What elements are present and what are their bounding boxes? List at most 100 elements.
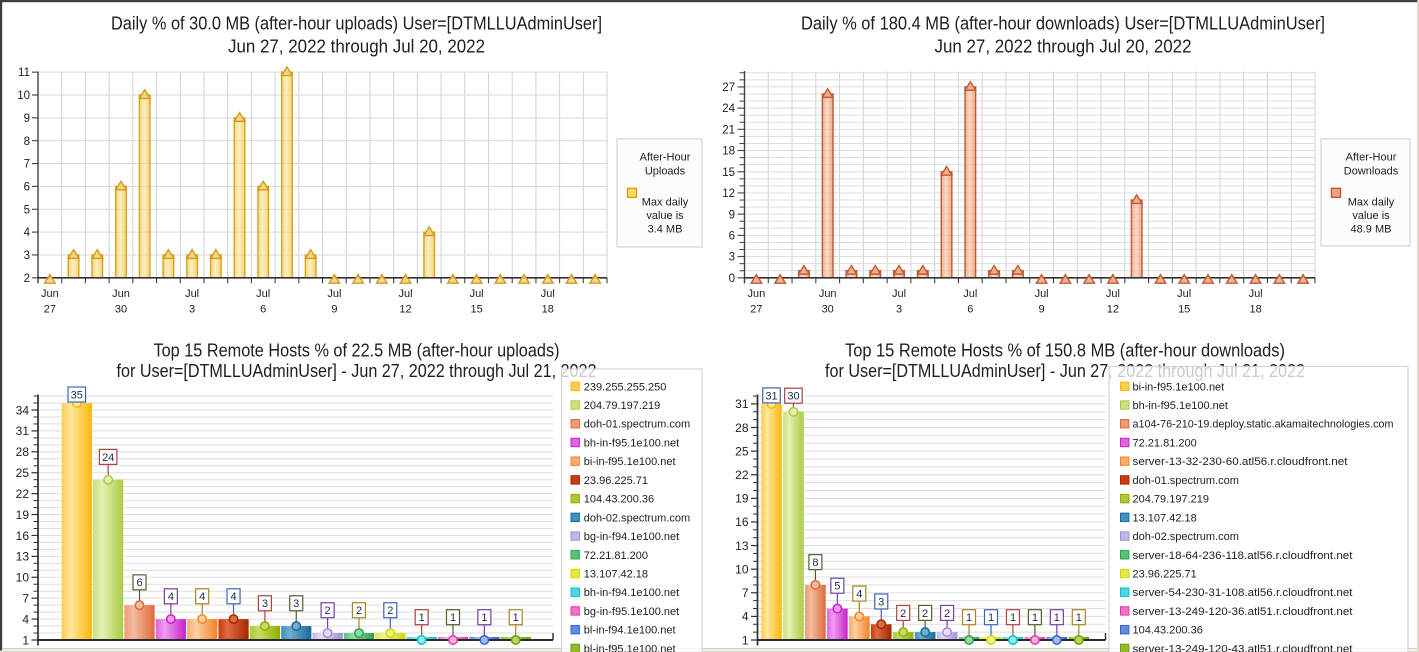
svg-text:23.96.225.71: 23.96.225.71 xyxy=(584,475,648,487)
svg-text:3: 3 xyxy=(293,598,299,610)
svg-text:Daily % of 30.0 MB (after-hour: Daily % of 30.0 MB (after-hour uploads) … xyxy=(111,13,602,33)
svg-text:4: 4 xyxy=(742,610,749,624)
svg-text:5: 5 xyxy=(24,204,30,216)
svg-text:204.79.197.219: 204.79.197.219 xyxy=(584,400,660,412)
svg-text:a104-76-210-19.deploy.static.a: a104-76-210-19.deploy.static.akamaitechn… xyxy=(1133,419,1394,431)
svg-text:4: 4 xyxy=(22,612,29,626)
svg-text:7: 7 xyxy=(22,592,29,606)
svg-text:13: 13 xyxy=(735,539,749,553)
svg-text:Jun: Jun xyxy=(112,288,130,300)
svg-text:bh-in-f94.1e100.net: bh-in-f94.1e100.net xyxy=(584,587,679,599)
svg-text:27: 27 xyxy=(44,303,56,315)
svg-text:28: 28 xyxy=(16,445,30,459)
svg-text:bi-in-f95.1e100.net: bi-in-f95.1e100.net xyxy=(584,456,676,468)
svg-text:Jul: Jul xyxy=(1177,288,1191,300)
svg-text:Daily % of 180.4 MB (after-hou: Daily % of 180.4 MB (after-hour download… xyxy=(801,13,1325,33)
svg-text:for User=[DTMLLUAdminUser] - J: for User=[DTMLLUAdminUser] - Jun 27, 202… xyxy=(117,361,597,381)
svg-text:6: 6 xyxy=(967,303,973,315)
svg-text:31: 31 xyxy=(16,424,30,438)
svg-text:30: 30 xyxy=(115,303,127,315)
svg-text:server-13-249-120-43.atl51.r.c: server-13-249-120-43.atl51.r.cloudfront.… xyxy=(1133,643,1353,652)
svg-text:Jul: Jul xyxy=(256,288,270,300)
svg-text:10: 10 xyxy=(17,90,30,102)
svg-text:bg-in-f94.1e100.net: bg-in-f94.1e100.net xyxy=(584,531,679,543)
svg-text:15: 15 xyxy=(470,303,482,315)
svg-text:1: 1 xyxy=(22,633,29,647)
svg-text:16: 16 xyxy=(735,515,749,529)
svg-text:bl-in-f94.1e100.net: bl-in-f94.1e100.net xyxy=(584,625,676,637)
svg-text:19: 19 xyxy=(16,508,30,522)
svg-text:9: 9 xyxy=(729,209,735,221)
svg-text:10: 10 xyxy=(16,571,30,585)
svg-text:Jul: Jul xyxy=(1106,288,1120,300)
svg-text:72.21.81.200: 72.21.81.200 xyxy=(584,550,648,562)
svg-text:239.255.255.250: 239.255.255.250 xyxy=(584,381,667,393)
svg-text:30: 30 xyxy=(787,391,799,403)
svg-text:value is: value is xyxy=(1352,210,1390,222)
svg-text:24: 24 xyxy=(722,103,735,115)
svg-text:6: 6 xyxy=(260,303,266,315)
svg-text:Jun: Jun xyxy=(41,288,59,300)
svg-text:1: 1 xyxy=(481,612,487,624)
svg-text:12: 12 xyxy=(722,188,735,200)
svg-text:6: 6 xyxy=(136,577,142,589)
svg-text:27: 27 xyxy=(722,82,735,94)
svg-text:0: 0 xyxy=(729,273,735,285)
svg-text:After-Hour: After-Hour xyxy=(640,152,691,164)
svg-text:2: 2 xyxy=(900,608,906,620)
svg-text:9: 9 xyxy=(24,113,30,125)
svg-text:35: 35 xyxy=(71,389,83,401)
svg-text:3: 3 xyxy=(896,303,902,315)
svg-text:11: 11 xyxy=(18,67,30,79)
svg-text:Uploads: Uploads xyxy=(645,166,686,178)
svg-text:Jul: Jul xyxy=(327,288,341,300)
svg-text:21: 21 xyxy=(722,124,735,136)
svg-text:4: 4 xyxy=(231,591,237,603)
svg-text:Downloads: Downloads xyxy=(1344,166,1399,178)
svg-text:7: 7 xyxy=(742,586,749,600)
svg-text:15: 15 xyxy=(722,167,735,179)
svg-text:7: 7 xyxy=(24,159,30,171)
svg-text:1: 1 xyxy=(1032,612,1038,624)
svg-text:18: 18 xyxy=(542,303,554,315)
svg-text:After-Hour: After-Hour xyxy=(1346,152,1397,164)
svg-text:12: 12 xyxy=(1107,303,1119,315)
svg-text:4: 4 xyxy=(856,589,862,601)
svg-text:2: 2 xyxy=(24,273,30,285)
svg-text:8: 8 xyxy=(812,557,818,569)
svg-text:72.21.81.200: 72.21.81.200 xyxy=(1133,438,1197,450)
svg-text:22: 22 xyxy=(735,468,749,482)
svg-text:1: 1 xyxy=(1054,612,1060,624)
svg-text:bh-in-f95.1e100.net: bh-in-f95.1e100.net xyxy=(1133,400,1228,412)
svg-text:2: 2 xyxy=(325,605,331,617)
svg-text:server-18-64-236-118.atl56.r.c: server-18-64-236-118.atl56.r.cloudfront.… xyxy=(1133,550,1353,562)
svg-text:48.9 MB: 48.9 MB xyxy=(1351,224,1392,236)
svg-text:Jul: Jul xyxy=(892,288,906,300)
svg-text:23.96.225.71: 23.96.225.71 xyxy=(1133,569,1197,581)
svg-text:25: 25 xyxy=(16,466,30,480)
svg-text:22: 22 xyxy=(16,487,30,501)
svg-text:18: 18 xyxy=(1249,303,1261,315)
svg-text:9: 9 xyxy=(1039,303,1045,315)
svg-text:204.79.197.219: 204.79.197.219 xyxy=(1133,494,1209,506)
svg-text:server-13-249-120-36.atl51.r.c: server-13-249-120-36.atl51.r.cloudfront.… xyxy=(1133,606,1353,618)
svg-text:28: 28 xyxy=(735,421,749,435)
svg-text:1: 1 xyxy=(1010,612,1016,624)
svg-text:Jun 27, 2022 through Jul 20, 2: Jun 27, 2022 through Jul 20, 2022 xyxy=(228,36,485,56)
svg-text:2: 2 xyxy=(387,605,393,617)
svg-text:27: 27 xyxy=(750,303,762,315)
svg-text:Jun 27, 2022 through Jul 20, 2: Jun 27, 2022 through Jul 20, 2022 xyxy=(935,36,1192,56)
svg-text:6: 6 xyxy=(729,231,735,243)
svg-text:bh-in-f95.1e100.net: bh-in-f95.1e100.net xyxy=(584,438,679,450)
svg-text:3: 3 xyxy=(262,598,268,610)
svg-text:1: 1 xyxy=(988,612,994,624)
svg-text:Jul: Jul xyxy=(1035,288,1049,300)
svg-text:bl-in-f95.1e100.net: bl-in-f95.1e100.net xyxy=(584,643,676,652)
svg-text:Jul: Jul xyxy=(185,288,199,300)
svg-text:doh-02.spectrum.com: doh-02.spectrum.com xyxy=(584,512,690,524)
svg-text:18: 18 xyxy=(722,146,735,158)
svg-text:16: 16 xyxy=(16,529,30,543)
svg-text:Jul: Jul xyxy=(1249,288,1263,300)
svg-text:1: 1 xyxy=(419,612,425,624)
svg-text:12: 12 xyxy=(399,303,411,315)
